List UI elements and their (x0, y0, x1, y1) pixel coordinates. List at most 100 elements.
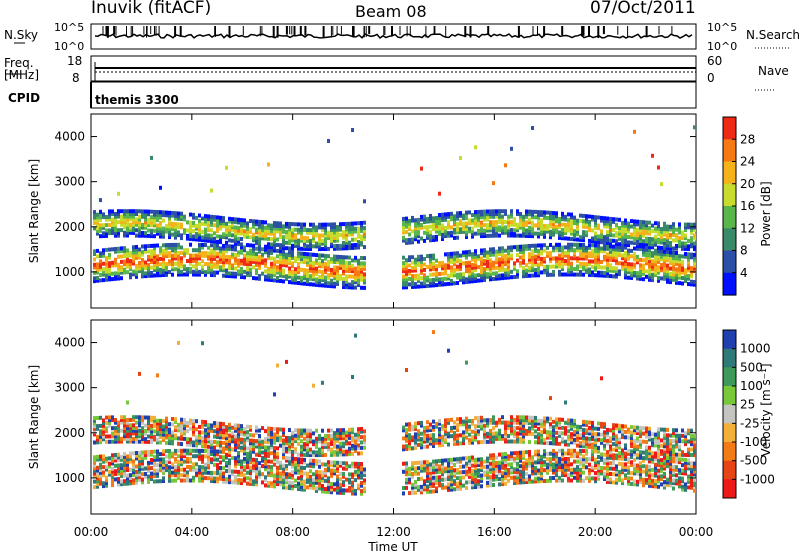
heatmap-cell (321, 444, 324, 449)
heatmap-cell (288, 456, 291, 461)
heatmap-cell (150, 437, 153, 442)
heatmap-cell (246, 259, 249, 264)
heatmap-cell (300, 275, 303, 280)
heatmap-cell (444, 437, 447, 442)
heatmap-cell (315, 225, 318, 230)
heatmap-cell (201, 473, 204, 478)
heatmap-cell (213, 471, 216, 475)
heatmap-cell (648, 253, 651, 258)
heatmap-cell (510, 146, 513, 151)
heatmap-cell (111, 475, 114, 479)
heatmap-cell (285, 485, 288, 490)
heatmap-cell (420, 445, 423, 450)
heatmap-cell (429, 219, 432, 224)
heatmap-cell (543, 256, 546, 261)
heatmap-cell (222, 477, 225, 481)
heatmap-cell (537, 212, 540, 217)
heatmap-cell (513, 245, 516, 250)
heatmap-cell (93, 485, 96, 490)
heatmap-cell (243, 218, 246, 223)
heatmap-cell (105, 456, 108, 461)
heatmap-cell (684, 236, 687, 241)
heatmap-cell (687, 263, 690, 268)
heatmap-cell (579, 237, 582, 242)
heatmap-cell (507, 262, 510, 266)
heatmap-cell (606, 255, 609, 259)
heatmap-cell (654, 248, 657, 253)
heatmap-cell (219, 440, 222, 445)
heatmap-cell (489, 225, 492, 230)
heatmap-cell (483, 272, 486, 277)
heatmap-cell (492, 222, 495, 227)
heatmap-cell (567, 220, 570, 225)
heatmap-cell (303, 260, 306, 264)
heatmap-cell (198, 224, 201, 229)
heatmap-cell (123, 415, 126, 420)
heatmap-cell (276, 471, 279, 476)
heatmap-cell (471, 458, 474, 463)
heatmap-cell (135, 274, 138, 279)
heatmap-cell (195, 264, 198, 269)
heatmap-cell (147, 228, 150, 233)
heatmap-cell (633, 219, 636, 224)
heatmap-cell (183, 214, 186, 219)
heatmap-cell (102, 481, 105, 486)
heatmap-cell (231, 439, 234, 444)
heatmap-cell (144, 217, 147, 222)
heatmap-cell (222, 449, 225, 454)
heatmap-cell (465, 427, 468, 432)
heatmap-cell (651, 239, 654, 244)
heatmap-cell (318, 241, 321, 246)
heatmap-cell (156, 452, 159, 457)
heatmap-cell (501, 265, 504, 270)
heatmap-cell (312, 477, 315, 482)
heatmap-cell (591, 239, 594, 244)
heatmap-cell (510, 222, 513, 227)
heatmap-cell (504, 248, 507, 253)
heatmap-cell (198, 470, 201, 475)
heatmap-cell (333, 227, 336, 232)
heatmap-cell (489, 266, 492, 271)
heatmap-cell (606, 273, 609, 278)
heatmap-cell (558, 256, 561, 261)
heatmap-cell (582, 238, 585, 243)
heatmap-cell (270, 264, 273, 269)
heatmap-cell (582, 264, 585, 269)
heatmap-cell (291, 280, 294, 285)
heatmap-cell (201, 457, 204, 462)
heatmap-cell (159, 185, 162, 190)
heatmap-cell (156, 471, 159, 476)
heatmap-cell (657, 245, 660, 250)
heatmap-cell (675, 227, 678, 232)
heatmap-cell (204, 436, 207, 441)
heatmap-cell (240, 269, 243, 274)
heatmap-cell (525, 209, 528, 214)
heatmap-cell (117, 249, 120, 254)
heatmap-cell (135, 434, 138, 439)
heatmap-cell (198, 221, 201, 226)
heatmap-cell (678, 270, 681, 275)
heatmap-cell (111, 263, 114, 268)
heatmap-cell (282, 237, 285, 242)
heatmap-cell (507, 225, 510, 230)
heatmap-cell (228, 477, 231, 482)
heatmap-cell (321, 264, 324, 269)
heatmap-cell (354, 277, 357, 282)
heatmap-cell (129, 436, 132, 441)
heatmap-cell (501, 246, 504, 251)
heatmap-cell (192, 462, 195, 467)
heatmap-cell (684, 252, 687, 256)
heatmap-cell (108, 217, 111, 222)
heatmap-cell (459, 459, 462, 464)
heatmap-cell (276, 254, 279, 259)
heatmap-cell (468, 226, 471, 231)
heatmap-cell (138, 434, 141, 439)
heatmap-cell (285, 438, 288, 443)
heatmap-cell (207, 245, 210, 250)
heatmap-cell (207, 451, 210, 456)
heatmap-cell (414, 432, 417, 437)
heatmap-cell (159, 223, 162, 228)
heatmap-cell (648, 277, 651, 282)
heatmap-cell (312, 450, 315, 455)
heatmap-cell (360, 264, 363, 269)
